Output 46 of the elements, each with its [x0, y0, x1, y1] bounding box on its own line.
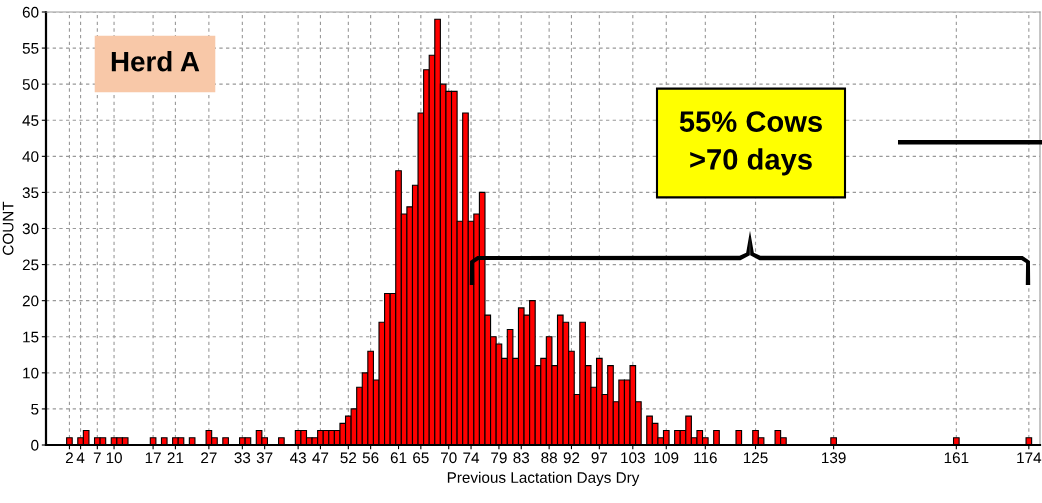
x-tick-label: 161: [944, 452, 969, 464]
x-tick-label: 116: [694, 452, 717, 464]
y-tick-label: 25: [22, 259, 39, 271]
y-tick-label: 10: [23, 367, 39, 379]
x-tick-label: 103: [621, 452, 645, 464]
x-tick-label: 7: [93, 452, 101, 464]
x-tick-label: 61: [390, 452, 407, 464]
x-tick-label: 125: [743, 452, 768, 464]
x-tick-label: 2: [65, 452, 73, 464]
x-tick-label: 65: [413, 452, 429, 464]
x-tick-label: 10: [106, 452, 122, 464]
y-tick-label: 15: [23, 331, 39, 343]
y-tick-label: 50: [22, 79, 39, 90]
y-axis-title: COUNT: [2, 201, 14, 255]
x-tick-label: 37: [256, 452, 273, 464]
y-tick-label: 35: [22, 187, 39, 199]
x-tick-label: 21: [167, 452, 184, 464]
x-tick-label: 27: [201, 452, 217, 464]
y-tick-label: 40: [22, 151, 39, 163]
x-tick-label: 52: [340, 452, 357, 464]
x-tick-label: 88: [541, 452, 557, 464]
x-tick-label: 33: [234, 452, 251, 464]
x-tick-label: 79: [491, 452, 507, 464]
y-tick-label: 5: [31, 403, 39, 415]
annotation: 55% Cows >70 days: [679, 111, 822, 176]
annotation: Herd A: [111, 51, 200, 72]
x-tick-label: 43: [289, 452, 306, 464]
y-tick-label: 60: [22, 6, 39, 18]
x-tick-label: 47: [312, 452, 329, 464]
x-tick-label: 109: [654, 452, 679, 464]
y-tick-label: 45: [22, 115, 39, 126]
x-tick-label: 97: [591, 452, 608, 464]
x-tick-label: 139: [822, 452, 846, 464]
y-tick-label: 20: [22, 295, 39, 307]
x-tick-label: 56: [362, 452, 379, 464]
x-tick-label: 70: [441, 452, 457, 464]
y-tick-label: 0: [31, 439, 39, 451]
x-axis-title: Previous Lactation Days Dry: [447, 471, 640, 486]
x-tick-label: 174: [1017, 452, 1042, 464]
x-tick-label: 83: [513, 452, 530, 464]
y-tick-label: 55: [22, 43, 39, 54]
x-tick-label: 74: [463, 452, 480, 464]
y-tick-label: 30: [22, 223, 39, 235]
x-tick-label: 4: [76, 452, 85, 464]
x-tick-label: 92: [563, 452, 580, 464]
x-tick-label: 17: [145, 452, 161, 464]
